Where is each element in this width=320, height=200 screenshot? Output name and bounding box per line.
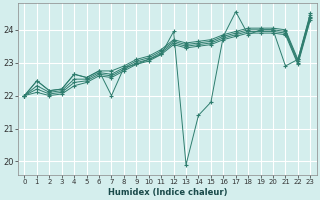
X-axis label: Humidex (Indice chaleur): Humidex (Indice chaleur) [108,188,227,197]
